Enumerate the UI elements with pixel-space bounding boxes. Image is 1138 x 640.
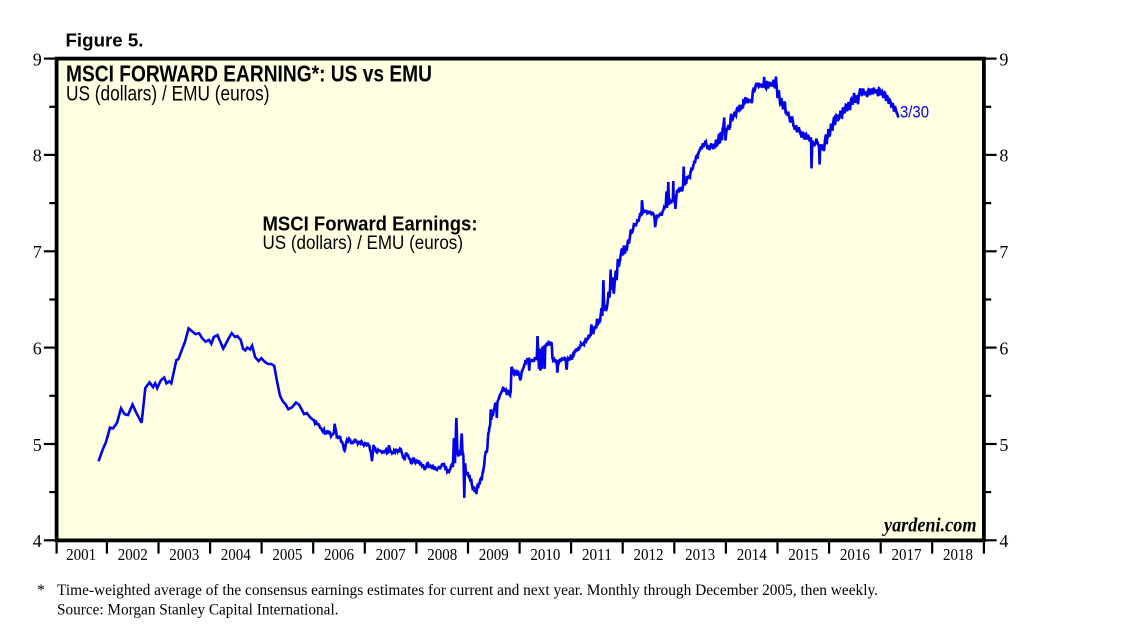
svg-text:MSCI Forward Earnings:: MSCI Forward Earnings: [263,213,478,235]
svg-text:2018: 2018 [943,545,973,564]
svg-text:2013: 2013 [685,545,715,564]
svg-text:2011: 2011 [582,545,612,564]
svg-text:2007: 2007 [376,545,406,564]
svg-text:7: 7 [33,242,42,262]
svg-text:US (dollars) / EMU (euros): US (dollars) / EMU (euros) [263,232,464,254]
svg-text:4: 4 [999,531,1008,551]
svg-text:2003: 2003 [169,545,199,564]
svg-text:2005: 2005 [272,545,302,564]
svg-text:Time-weighted average of the c: Time-weighted average of the consensus e… [57,582,878,599]
svg-text:6: 6 [33,338,42,358]
svg-text:2010: 2010 [530,545,560,564]
svg-text:2014: 2014 [737,545,767,564]
svg-text:*: * [37,582,45,599]
svg-text:2016: 2016 [840,545,870,564]
svg-text:2012: 2012 [634,545,664,564]
svg-text:9: 9 [33,49,42,69]
svg-text:2004: 2004 [221,545,251,564]
svg-text:3/30: 3/30 [900,103,929,122]
svg-text:2017: 2017 [892,545,922,564]
svg-text:8: 8 [33,146,42,166]
svg-text:7: 7 [999,242,1008,262]
svg-text:2001: 2001 [66,545,96,564]
svg-text:5: 5 [999,435,1008,455]
svg-text:4: 4 [33,531,42,551]
svg-text:US (dollars) / EMU (euros): US (dollars) / EMU (euros) [66,82,270,105]
svg-text:2002: 2002 [118,545,148,564]
svg-text:2008: 2008 [427,545,457,564]
svg-text:2006: 2006 [324,545,354,564]
svg-text:MSCI FORWARD EARNING*: US vs E: MSCI FORWARD EARNING*: US vs EMU [66,61,432,87]
svg-text:yardeni.com: yardeni.com [882,515,976,537]
svg-text:8: 8 [999,146,1008,166]
svg-text:2009: 2009 [479,545,509,564]
svg-text:Source: Morgan Stanley Capital: Source: Morgan Stanley Capital Internati… [57,602,339,619]
svg-text:9: 9 [999,49,1008,69]
svg-text:2015: 2015 [788,545,818,564]
svg-text:Figure 5.: Figure 5. [66,31,144,51]
svg-text:6: 6 [999,338,1008,358]
svg-text:5: 5 [33,435,42,455]
